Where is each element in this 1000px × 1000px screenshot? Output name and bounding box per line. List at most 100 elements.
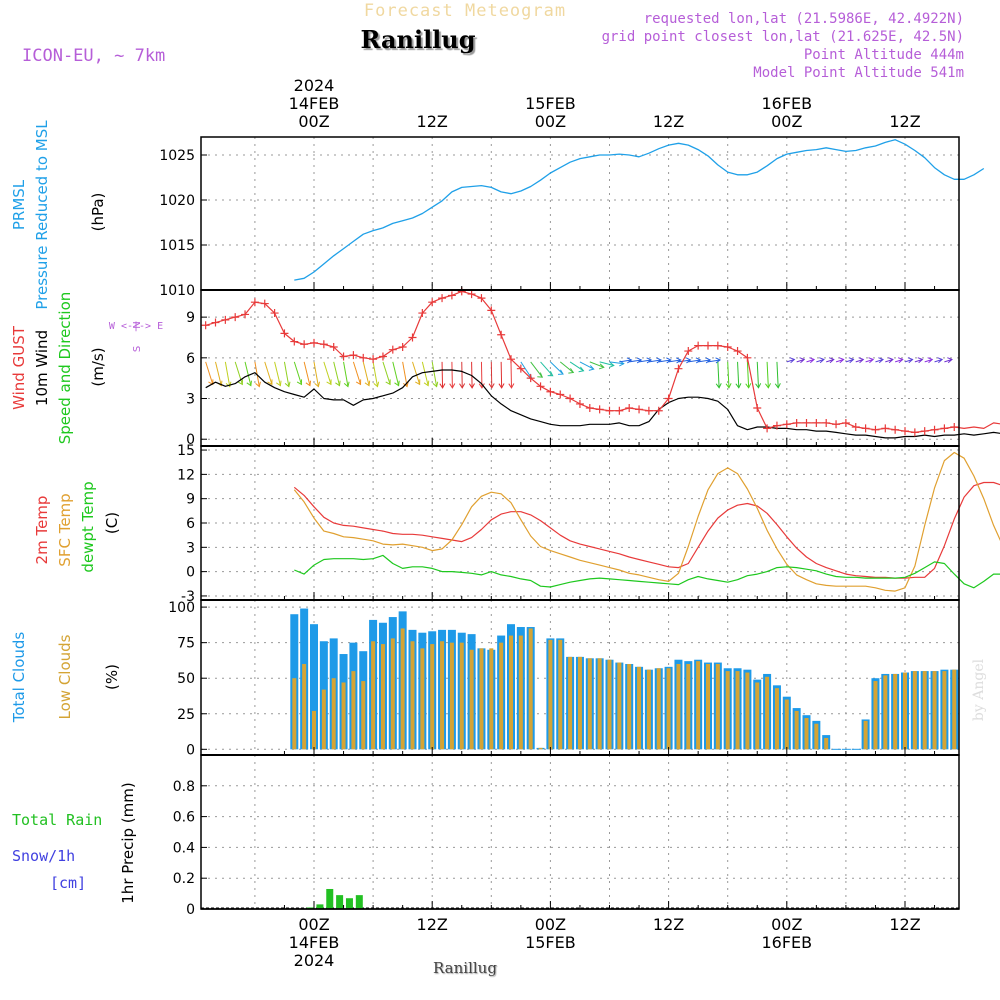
precip-side-labels: Total Rain Snow/1h [cm] 1hr Precip (mm) [12, 782, 137, 903]
wind-arrow-shaft [944, 358, 953, 363]
wind-arrow-head [695, 357, 702, 364]
wind-arrow-shaft [678, 359, 691, 363]
low-clouds-label: Low Clouds [56, 634, 74, 719]
gust-marker [418, 309, 427, 318]
wind-arrow [589, 361, 605, 370]
wind-arrow [599, 361, 615, 368]
gust-marker [635, 405, 644, 414]
wind-arrow-shaft [609, 361, 624, 365]
wind-arrow-head [225, 381, 232, 388]
y-tick-label: 0 [186, 902, 195, 918]
wind-arrow-shaft [224, 361, 231, 387]
low-clouds-bar [617, 662, 622, 750]
wind-arrow-shaft [816, 358, 825, 363]
wind-arrow [382, 361, 391, 386]
low-clouds-bar [804, 718, 809, 750]
wind-arrow-head [314, 381, 321, 388]
gust-marker [467, 290, 476, 299]
wind-arrow-head [547, 370, 554, 377]
wind-arrow-shaft [372, 361, 379, 387]
wind-arrow [924, 357, 934, 364]
gust-marker [319, 340, 328, 349]
wind-arrow-head [848, 357, 855, 364]
gust-marker [388, 345, 397, 354]
y-tick-label: 75 [177, 636, 195, 652]
top-time-label: 14FEB [289, 94, 340, 113]
wind-arrow-head [927, 357, 934, 364]
y-tick-label: 1010 [159, 283, 195, 299]
wind-arrow-shaft [737, 361, 740, 388]
wind-arrow [735, 361, 742, 389]
wind-arrow-shaft [885, 358, 894, 363]
temp2m-label: 2m Temp [33, 496, 51, 565]
wind-arrow-head [917, 357, 924, 364]
low-clouds-bar [725, 671, 730, 750]
gust-marker [920, 427, 929, 436]
wind-arrow [579, 361, 595, 371]
wind-arrow-head [858, 357, 865, 364]
wind-arrow [313, 361, 321, 388]
gust-marker [260, 299, 269, 308]
low-clouds-bar [912, 671, 917, 750]
low-clouds-bar [607, 659, 612, 750]
low-clouds-bar [863, 720, 868, 750]
temp-side-labels: 2m Temp SFC Temp dewpt Temp (C) [33, 481, 121, 572]
wind-arrow [431, 361, 439, 388]
low-clouds-bar [676, 663, 681, 750]
gust-marker [644, 406, 653, 415]
wind-arrow-head [838, 357, 845, 364]
wind-arrow [885, 357, 894, 364]
low-clouds-bar [597, 658, 602, 750]
gust-marker [871, 425, 880, 434]
wind-arrow [855, 357, 865, 364]
top-time-label: 00Z [298, 112, 329, 131]
gust-marker [950, 423, 959, 432]
wind-arrow [392, 361, 400, 387]
low-clouds-bar [351, 671, 356, 750]
low-clouds-bar [735, 671, 740, 750]
wind-arrow-head [402, 381, 409, 388]
low-clouds-bar [696, 661, 701, 750]
wind-arrow-head [897, 357, 904, 364]
low-clouds-bar [627, 663, 632, 750]
gust-marker [694, 341, 703, 350]
wind-arrow [934, 357, 944, 364]
wind-arrow-head [685, 357, 692, 364]
dewpt-line [294, 554, 1000, 589]
wind-arrow [333, 361, 341, 387]
y-tick-label: 0.4 [173, 840, 195, 856]
y-tick-label: 9 [186, 492, 195, 508]
wind-arrow [816, 357, 825, 364]
wind-arrow-head [537, 372, 544, 378]
wind-arrow-head [246, 380, 252, 387]
low-clouds-bar [390, 638, 395, 750]
wind-arrow-head [335, 380, 341, 387]
wind-arrow-head [868, 357, 875, 364]
rain-bar [345, 898, 353, 909]
wind-arrow [806, 357, 816, 364]
wind-arrow-head [296, 379, 303, 386]
wind-arrow-shaft [559, 361, 574, 373]
gust-marker [280, 329, 289, 338]
wind-arrow-shaft [215, 361, 222, 386]
gust-marker [575, 399, 584, 408]
wind-arrow [224, 361, 232, 388]
wind-arrow-head [878, 357, 884, 364]
top-time-label: 16FEB [761, 94, 812, 113]
wind-arrow-head [675, 357, 682, 364]
wind-arrow [786, 357, 796, 364]
low-clouds-bar [784, 699, 789, 750]
compass-we: W <-|-> E [109, 321, 163, 332]
low-clouds-bar [745, 672, 750, 750]
y-tick-label: 1020 [159, 193, 195, 209]
gust-marker [753, 404, 762, 413]
panel-frame [200, 754, 960, 910]
wind-arrow-head [305, 380, 312, 387]
wind-arrow-head [646, 357, 653, 364]
gust-marker [408, 333, 417, 342]
y-tick-label: 1025 [159, 148, 195, 164]
gust-marker [556, 390, 565, 399]
wind-arrow-head [568, 368, 575, 374]
gust-marker [349, 351, 358, 360]
top-time-label: 12Z [417, 112, 448, 131]
